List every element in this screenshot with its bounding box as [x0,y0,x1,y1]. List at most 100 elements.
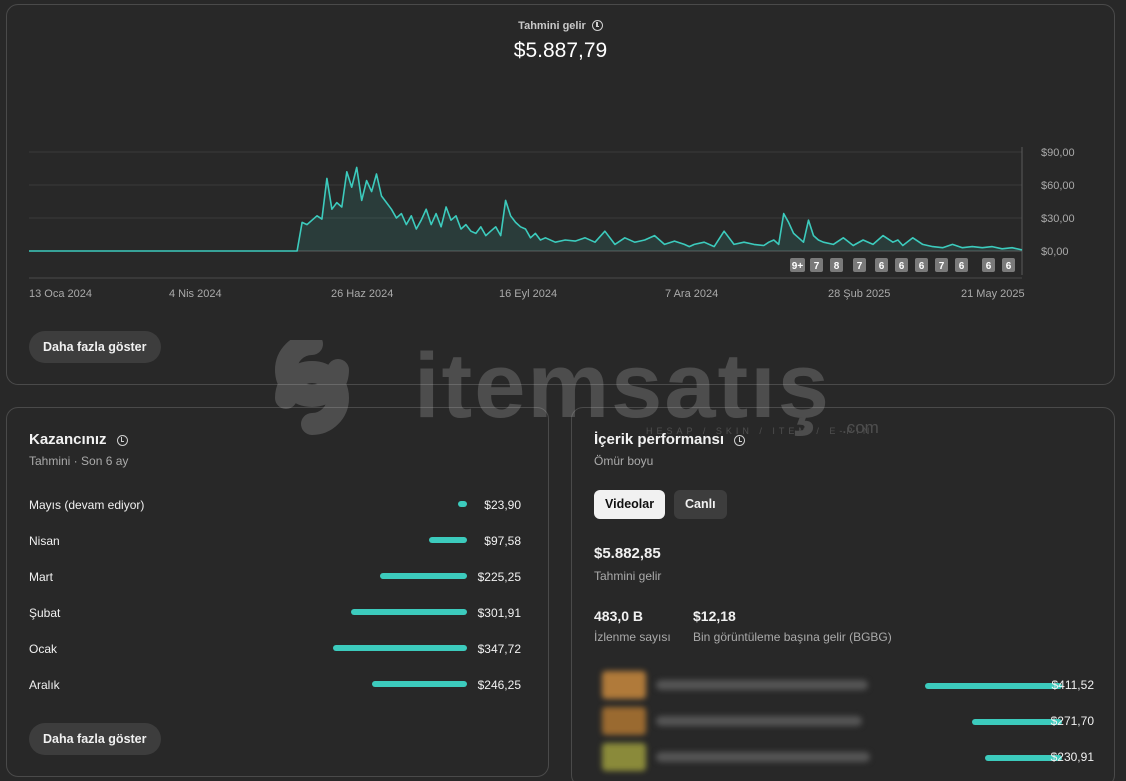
earnings-title: Kazancınız [29,431,128,448]
video-row[interactable]: $411,52 [594,671,1094,701]
x-tick-label: 7 Ara 2024 [665,288,718,300]
event-marker-label: 6 [1006,261,1012,272]
y-tick-label: $30,00 [1041,213,1075,225]
event-marker [790,258,805,272]
video-row[interactable]: $230,91 [594,743,1094,773]
event-marker [830,258,843,272]
content-performance-card: İçerik performansı Ömür boyu Videolar Ca… [571,407,1115,781]
video-thumbnail[interactable] [602,707,646,735]
earnings-row-label: Şubat [29,606,61,620]
event-marker-label: 6 [959,261,965,272]
earnings-row-value: $301,91 [477,606,521,620]
views-label: İzlenme sayısı [594,630,671,644]
event-marker-label: 7 [939,261,945,272]
earnings-row-label: Ocak [29,642,58,656]
x-tick-label: 13 Oca 2024 [29,288,92,300]
content-subtitle: Ömür boyu [594,454,654,468]
earnings-row: Ocak $347,72 [29,639,521,659]
event-marker [955,258,968,272]
rpm-label: Bin görüntüleme başına gelir (BGBG) [693,630,892,644]
x-tick-label: 4 Nis 2024 [169,288,222,300]
event-marker-label: 8 [834,261,840,272]
series-area [29,167,1022,251]
earnings-row-label: Mart [29,570,53,584]
earnings-row: Mart $225,25 [29,567,521,587]
video-revenue-bar [971,719,1062,725]
earnings-subtitle: Tahmini · Son 6 ay [29,454,129,468]
earnings-show-more-button[interactable]: Daha fazla göster [29,723,161,755]
video-revenue-value: $411,52 [1051,678,1095,692]
event-marker-label: 6 [919,261,925,272]
tab-live[interactable]: Canlı [674,490,727,519]
x-tick-label: 26 Haz 2024 [331,288,393,300]
earnings-row-label: Mayıs (devam ediyor) [29,498,145,512]
earnings-row-value: $347,72 [477,642,521,656]
earnings-bar [457,501,467,507]
content-title-text: İçerik performansı [594,431,725,448]
clock-icon[interactable] [734,435,746,446]
earnings-title-text: Kazancınız [29,431,107,448]
event-marker [875,258,888,272]
earnings-row-value: $246,25 [477,678,521,692]
event-marker-label: 7 [814,261,820,272]
event-marker [895,258,908,272]
earnings-row: Aralık $246,25 [29,675,521,695]
earnings-row: Mayıs (devam ediyor) $23,90 [29,495,521,515]
event-marker [935,258,948,272]
event-marker [853,258,866,272]
views-value: 483,0 B [594,608,644,624]
y-tick-label: $60,00 [1041,180,1075,192]
revenue-chart[interactable]: $90,00 $60,00 $30,00 $0,00 9+ 7 8 7 6 6 6 7 6 6 6 13 Oc… [7,5,1116,305]
event-marker-label: 6 [986,261,992,272]
x-tick-label: 28 Şub 2025 [828,288,890,300]
x-tick-label: 21 May 2025 [961,288,1025,300]
event-marker-label: 7 [857,261,863,272]
event-marker-label: 9+ [792,261,804,272]
earnings-bar [372,681,467,687]
earnings-row: Nisan $97,58 [29,531,521,551]
video-thumbnail[interactable] [602,743,646,771]
earnings-bar [350,609,467,615]
video-revenue-value: $271,70 [1050,714,1094,728]
content-revenue-label: Tahmini gelir [594,569,662,583]
content-revenue-value: $5.882,85 [594,545,661,562]
x-tick-label: 16 Eyl 2024 [499,288,557,300]
clock-icon[interactable] [591,20,603,31]
earnings-row: Şubat $301,91 [29,603,521,623]
event-marker [982,258,995,272]
event-marker-label: 6 [879,261,885,272]
revenue-total: $5.887,79 [513,39,608,62]
event-marker [915,258,928,272]
video-revenue-bar [925,683,1062,689]
rpm-value: $12,18 [693,608,736,624]
video-revenue-value: $230,91 [1050,750,1094,764]
earnings-row-label: Nisan [29,534,60,548]
video-row[interactable]: $271,70 [594,707,1094,737]
y-tick-label: $0,00 [1041,246,1069,258]
clock-icon[interactable] [116,435,128,446]
y-tick-label: $90,00 [1041,147,1075,159]
revenue-label: Tahmini gelir [7,20,1114,32]
show-more-button[interactable]: Daha fazla göster [29,331,161,363]
event-marker [1002,258,1015,272]
earnings-card: Kazancınız Tahmini · Son 6 ay Mayıs (dev… [6,407,549,777]
earnings-row-value: $225,25 [477,570,521,584]
video-title-blurred[interactable] [656,752,870,762]
video-title-blurred[interactable] [656,716,862,726]
earnings-bar [429,537,467,543]
earnings-row-label: Aralık [29,678,60,692]
earnings-bar [380,573,467,579]
earnings-row-value: $23,90 [484,498,521,512]
earnings-bar [333,645,467,651]
content-title: İçerik performansı [594,431,746,448]
event-marker [810,258,823,272]
tab-videos[interactable]: Videolar [594,490,666,519]
video-revenue-bar [985,755,1062,761]
series-line [29,166,1023,252]
video-title-blurred[interactable] [656,680,868,690]
revenue-label-text: Tahmini gelir [518,20,586,32]
earnings-row-value: $97,58 [484,534,521,548]
event-marker-label: 6 [899,261,905,272]
video-thumbnail[interactable] [602,671,646,699]
revenue-chart-card: Tahmini gelir $5.887,79 $90,00 $60,00 $30,… [6,4,1115,385]
